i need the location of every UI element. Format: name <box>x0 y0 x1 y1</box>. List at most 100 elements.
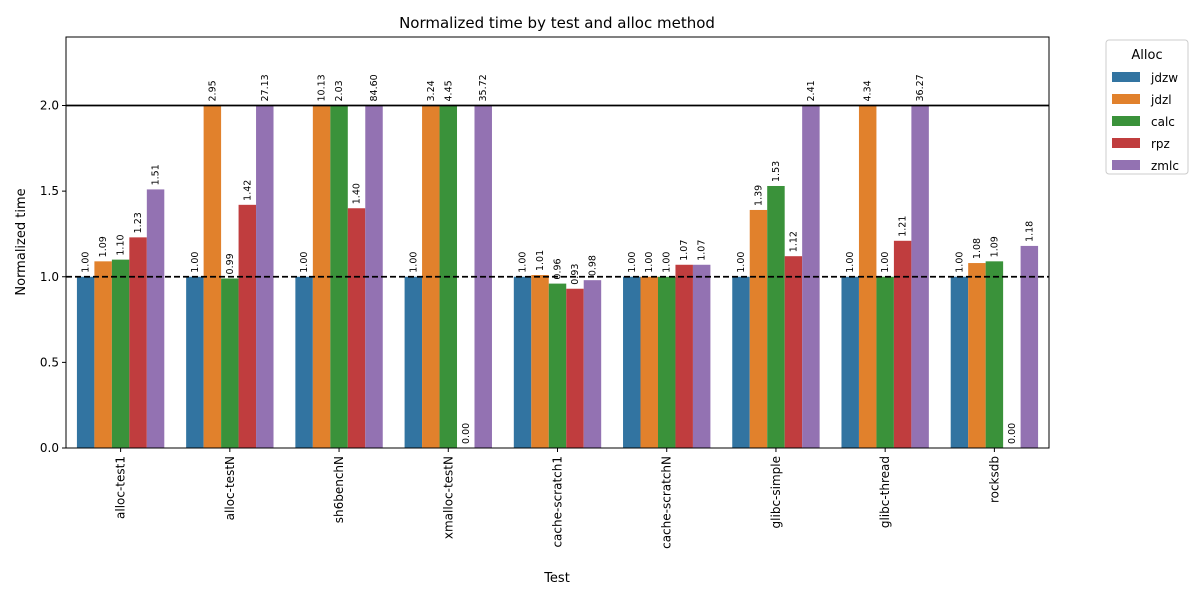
value-label: 1.00 <box>627 252 638 273</box>
value-label: 2.03 <box>334 80 345 101</box>
value-label: 0.00 <box>1007 423 1018 444</box>
bar <box>146 189 165 448</box>
value-label: 1.00 <box>880 252 891 273</box>
bar <box>566 288 584 448</box>
y-tick-label: 2.0 <box>40 99 59 113</box>
value-label: 1.51 <box>151 164 162 185</box>
legend-swatch <box>1112 94 1140 104</box>
bar <box>548 283 567 448</box>
bar <box>513 276 532 448</box>
value-label: 1.40 <box>352 183 363 204</box>
value-label: 35.72 <box>478 74 489 101</box>
bar <box>203 105 222 448</box>
y-axis-label: Normalized time <box>14 188 29 295</box>
legend-label: jdzw <box>1150 71 1178 85</box>
bar <box>657 276 676 448</box>
bar <box>365 105 383 448</box>
value-label: 1.00 <box>81 252 92 273</box>
bar <box>111 259 130 448</box>
bar <box>950 276 969 448</box>
value-label: 0.98 <box>587 255 598 276</box>
x-tick-label: glibc-thread <box>878 456 892 528</box>
value-label: 0.00 <box>461 423 472 444</box>
value-label: 36.27 <box>915 74 926 101</box>
x-tick-label: cache-scratch1 <box>551 456 565 548</box>
legend-swatch <box>1112 160 1140 170</box>
bar <box>858 105 877 448</box>
legend-label: zmlc <box>1151 159 1179 173</box>
bar <box>876 276 894 448</box>
value-label: 1.42 <box>242 180 253 201</box>
bar <box>692 264 711 448</box>
x-tick-label: cache-scratchN <box>660 456 674 549</box>
legend-swatch <box>1112 72 1140 82</box>
bar <box>295 276 313 448</box>
x-tick-label: sh6benchN <box>332 456 346 523</box>
value-label: 2.41 <box>806 80 817 101</box>
value-label: 1.00 <box>299 252 310 273</box>
bar <box>186 276 204 448</box>
value-label: 1.01 <box>535 250 546 271</box>
y-tick-label: 0.5 <box>40 355 59 369</box>
bar <box>129 237 147 448</box>
bar <box>221 278 239 448</box>
bar <box>732 276 750 448</box>
value-label: 1.21 <box>898 216 909 237</box>
bar <box>968 263 986 448</box>
value-label: 1.07 <box>697 240 708 261</box>
x-tick-label: glibc-simple <box>769 456 783 528</box>
bar <box>256 105 274 448</box>
bar <box>531 275 549 448</box>
bar <box>749 209 768 448</box>
value-label: 2.95 <box>207 80 218 101</box>
value-label: 1.12 <box>788 231 799 252</box>
bar <box>784 256 803 448</box>
value-label: 1.07 <box>679 240 690 261</box>
value-label: 1.00 <box>644 252 655 273</box>
bar <box>893 240 912 448</box>
bar <box>911 105 929 448</box>
bar <box>583 280 602 448</box>
bar <box>404 276 423 448</box>
legend-label: calc <box>1151 115 1175 129</box>
value-label: 1.10 <box>116 234 127 255</box>
x-tick-label: alloc-test1 <box>114 456 128 519</box>
x-axis-label: Test <box>543 571 570 586</box>
bar <box>640 276 658 448</box>
legend-label: rpz <box>1151 137 1170 151</box>
plot-frame <box>65 36 1050 449</box>
value-label: 1.23 <box>133 212 144 233</box>
value-label: 1.09 <box>98 236 109 257</box>
value-label: 1.00 <box>190 252 201 273</box>
value-label: 10.13 <box>317 74 328 101</box>
value-label: 3.24 <box>426 80 437 101</box>
value-label: 84.60 <box>369 74 380 101</box>
value-label: 1.00 <box>954 252 965 273</box>
x-tick-label: alloc-testN <box>223 456 237 520</box>
bar <box>347 208 366 448</box>
bar <box>439 105 458 448</box>
bar <box>802 105 820 448</box>
x-tick-label: rocksdb <box>987 456 1001 503</box>
value-label: 1.00 <box>736 252 747 273</box>
value-label: 1.53 <box>771 161 782 182</box>
x-tick-label: xmalloc-testN <box>441 456 455 539</box>
chart-title: Normalized time by test and alloc method <box>399 14 715 32</box>
bar <box>767 185 785 448</box>
bar <box>1020 245 1039 448</box>
y-tick-label: 1.0 <box>40 270 59 284</box>
value-label: 1.00 <box>662 252 673 273</box>
bars <box>76 105 1039 448</box>
legend-swatch <box>1112 116 1140 126</box>
value-label: 4.45 <box>443 80 454 101</box>
y-tick-label: 1.5 <box>40 184 59 198</box>
bar <box>474 105 492 448</box>
bar <box>76 276 95 448</box>
value-label: 1.09 <box>989 236 1000 257</box>
value-label: 1.39 <box>753 185 764 206</box>
bar <box>422 105 440 448</box>
bar <box>675 264 693 448</box>
value-label: 27.13 <box>260 74 271 101</box>
legend-label: jdzl <box>1150 93 1172 107</box>
bar <box>94 261 112 448</box>
